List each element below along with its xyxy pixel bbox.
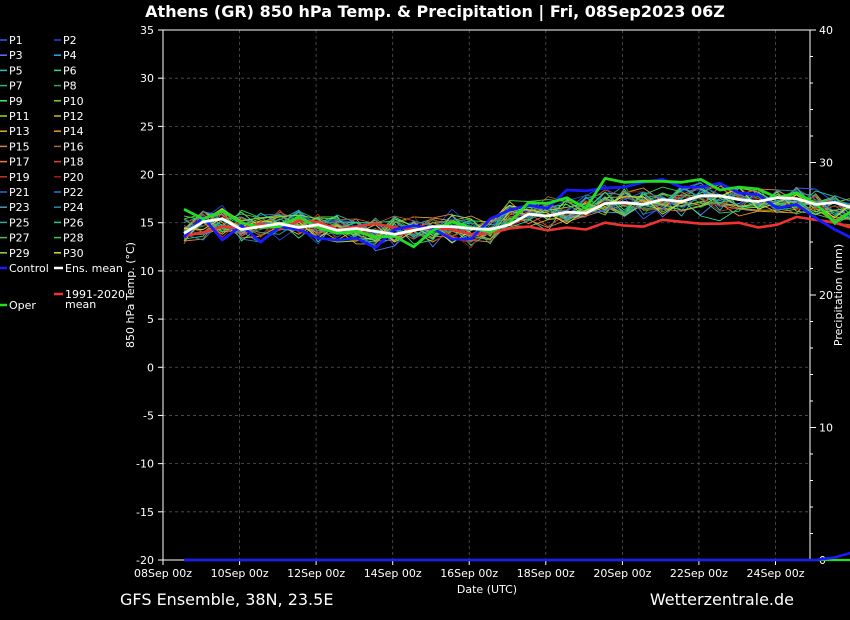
legend-label-p28: P28	[63, 232, 84, 245]
legend-label-p29: P29	[9, 247, 30, 260]
precipitation	[184, 551, 850, 562]
legend-label-p8: P8	[63, 80, 77, 93]
member-line-p12	[183, 194, 850, 243]
main-series	[182, 177, 850, 250]
legend-label-climate-2: mean	[65, 298, 96, 311]
legend-label-mean: Ens. mean	[65, 262, 123, 275]
legend-label-p14: P14	[63, 125, 84, 138]
legend-label-p30: P30	[63, 247, 84, 260]
y-tick-label: 10	[140, 265, 154, 278]
legend-label-p17: P17	[9, 156, 30, 169]
footer-model-info: GFS Ensemble, 38N, 23.5E	[120, 590, 333, 609]
legend-label-p9: P9	[9, 95, 23, 108]
legend-label-p18: P18	[63, 156, 84, 169]
member-line-p19	[183, 190, 850, 243]
y-tick-label: -10	[136, 458, 154, 471]
y-tick-label: 20	[140, 169, 154, 182]
legend-label-p22: P22	[63, 186, 84, 199]
chart-title: Athens (GR) 850 hPa Temp. & Precipitatio…	[145, 2, 725, 22]
legend-label-p7: P7	[9, 80, 23, 93]
legend-label-p5: P5	[9, 64, 23, 77]
control-precip-line	[184, 551, 850, 562]
x-tick-label: 20Sep 00z	[593, 567, 651, 580]
y-tick-label: -15	[136, 506, 154, 519]
member-line-p15	[183, 185, 850, 243]
legend-label-oper: Oper	[9, 299, 36, 312]
member-line-p22	[183, 186, 850, 247]
y-tick-label: 0	[147, 361, 154, 374]
y-tick-label: 5	[147, 313, 154, 326]
legend-label-p1: P1	[9, 34, 23, 47]
y2-tick-label: 40	[819, 24, 833, 37]
legend-label-p15: P15	[9, 140, 30, 153]
member-line-p13	[183, 193, 850, 245]
y2-axis-label: Precipitation (mm)	[832, 244, 845, 346]
x-tick-label: 12Sep 00z	[287, 567, 345, 580]
member-line-p16	[183, 186, 850, 245]
member-line-p17	[183, 185, 850, 242]
member-line-p6	[183, 192, 850, 245]
member-line-p26	[183, 186, 850, 243]
legend-label-p19: P19	[9, 171, 30, 184]
x-tick-label: 22Sep 00z	[670, 567, 728, 580]
legend-label-p4: P4	[63, 49, 77, 62]
x-tick-label: 16Sep 00z	[440, 567, 498, 580]
y2-tick-label: 20	[819, 289, 833, 302]
legend-label-p27: P27	[9, 232, 30, 245]
legend-label-p2: P2	[63, 34, 77, 47]
y-tick-label: -20	[136, 554, 154, 567]
legend-label-climate-1: 1991-2020	[65, 288, 125, 301]
legend-label-p26: P26	[63, 216, 84, 229]
legend-label-p25: P25	[9, 216, 30, 229]
legend-label-p10: P10	[63, 95, 84, 108]
y-tick-label: -5	[143, 409, 154, 422]
legend-label-p11: P11	[9, 110, 30, 123]
legend-label-p20: P20	[63, 171, 84, 184]
ensemble-mean-line	[183, 194, 850, 236]
legend-label-p21: P21	[9, 186, 30, 199]
y-tick-label: 25	[140, 120, 154, 133]
oper-line	[183, 177, 850, 249]
x-tick-label: 10Sep 00z	[211, 567, 269, 580]
x-axis-label: Date (UTC)	[457, 583, 517, 596]
y2-tick-label: 30	[819, 157, 833, 170]
legend-label-p12: P12	[63, 110, 84, 123]
x-tick-label: 08Sep 00z	[134, 567, 192, 580]
legend-label-p23: P23	[9, 201, 30, 214]
footer-source: Wetterzentrale.de	[650, 590, 794, 609]
legend-label-p16: P16	[63, 140, 84, 153]
y-axis-label: 850 hPa Temp. (°C)	[124, 242, 137, 348]
y-tick-label: 30	[140, 72, 154, 85]
legend-label-p13: P13	[9, 125, 30, 138]
x-tick-label: 18Sep 00z	[517, 567, 575, 580]
member-line-p7	[183, 182, 850, 245]
legend-label-p6: P6	[63, 64, 77, 77]
y-tick-label: 15	[140, 217, 154, 230]
legend-label-p3: P3	[9, 49, 23, 62]
x-tick-label: 14Sep 00z	[364, 567, 422, 580]
x-tick-label: 24Sep 00z	[747, 567, 805, 580]
member-line-p23	[183, 187, 850, 237]
member-line-p29	[183, 191, 850, 242]
legend-label-control: Control	[9, 262, 49, 275]
y2-tick-label: 10	[819, 422, 833, 435]
legend: P1 P2 P3 P4 P5 P6 P7 P8 P9 P10 P11 P12 P13 P14 P15 P16 P…	[0, 34, 125, 312]
y-tick-label: 35	[140, 24, 154, 37]
legend-label-p24: P24	[63, 201, 84, 214]
